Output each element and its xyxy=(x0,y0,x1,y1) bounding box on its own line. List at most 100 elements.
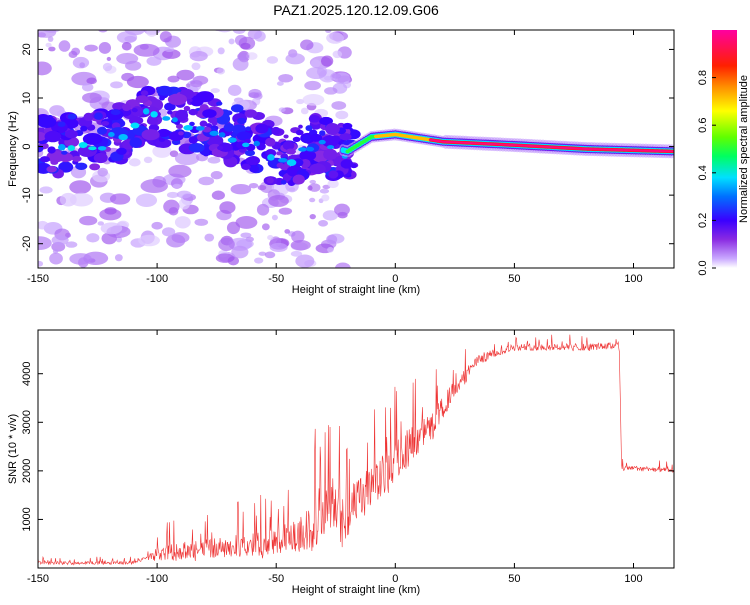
noise-blob xyxy=(246,52,258,60)
spectrogram-heatmap xyxy=(38,21,674,268)
noise-blob xyxy=(304,80,321,91)
noise-blob xyxy=(331,101,347,110)
signal-blob xyxy=(342,122,353,130)
noise-blob xyxy=(198,176,215,186)
chart-title: PAZ1.2025.120.12.09.G06 xyxy=(273,2,439,18)
snr-ylabel: SNR (10 * v/v) xyxy=(7,414,19,484)
signal-blob xyxy=(271,126,281,135)
noise-blob xyxy=(138,234,160,247)
noise-blob xyxy=(309,179,317,184)
signal-core xyxy=(267,154,275,161)
colorbar-tick-label: 0.0 xyxy=(697,260,709,275)
signal-blob xyxy=(167,93,188,106)
noise-blob xyxy=(254,257,264,264)
signal-blob xyxy=(245,126,252,132)
noise-blob xyxy=(226,221,241,235)
colorbar-tick-label: 0.2 xyxy=(697,213,709,228)
noise-blob xyxy=(276,81,284,86)
noise-blob xyxy=(140,179,168,194)
signal-blob xyxy=(244,138,251,144)
noise-blob xyxy=(278,73,294,83)
signal-blob xyxy=(38,116,57,129)
noise-blob xyxy=(321,55,334,67)
signal-blob xyxy=(202,109,217,118)
noise-blob xyxy=(300,39,314,51)
signal-core xyxy=(118,134,128,141)
noise-blob xyxy=(237,52,249,61)
noise-blob xyxy=(101,101,117,111)
signal-blob xyxy=(223,123,235,132)
signal-blob xyxy=(319,130,326,136)
signal-blob xyxy=(339,133,352,141)
noise-blob xyxy=(256,203,270,216)
noise-blob xyxy=(266,56,279,64)
signal-blob xyxy=(97,126,108,135)
signal-blob xyxy=(205,123,213,128)
signal-core xyxy=(88,146,97,151)
signal-blob xyxy=(128,116,144,126)
noise-blob xyxy=(86,77,97,85)
signal-blob xyxy=(188,136,198,144)
signal-blob xyxy=(47,146,56,154)
noise-blob xyxy=(185,21,194,27)
signal-blob xyxy=(321,135,339,148)
noise-blob xyxy=(219,201,236,214)
signal-blob xyxy=(295,129,304,136)
noise-blob xyxy=(51,235,69,246)
signal-blob xyxy=(285,148,297,155)
noise-blob xyxy=(322,210,339,221)
noise-blob xyxy=(135,193,158,208)
noise-blob xyxy=(38,260,44,267)
colorbar-tick-label: 0.6 xyxy=(697,118,709,133)
noise-blob xyxy=(334,203,350,216)
signal-core xyxy=(130,122,140,129)
noise-blob xyxy=(97,221,105,226)
signal-blob xyxy=(75,162,88,171)
signal-blob xyxy=(44,130,62,143)
signal-core xyxy=(209,130,219,136)
noise-blob xyxy=(323,75,332,81)
noise-blob xyxy=(248,182,259,189)
signal-blob xyxy=(244,149,256,157)
noise-blob xyxy=(152,144,172,158)
noise-blob xyxy=(176,69,195,81)
noise-blob xyxy=(143,156,153,164)
noise-blob xyxy=(324,87,338,95)
signal-blob xyxy=(255,123,269,134)
noise-blob xyxy=(213,30,224,32)
signal-core xyxy=(142,108,150,115)
noise-blob xyxy=(84,44,98,52)
noise-blob xyxy=(110,81,123,89)
noise-blob xyxy=(146,30,158,37)
signal-blob xyxy=(216,101,223,106)
noise-blob xyxy=(290,240,311,251)
spectrogram-xlabel: Height of straight line (km) xyxy=(292,284,420,296)
signal-blob xyxy=(328,170,339,179)
y-tick-label: 3000 xyxy=(21,410,33,434)
signal-core xyxy=(67,145,76,151)
noise-blob xyxy=(285,53,305,65)
signal-blob xyxy=(101,121,110,126)
noise-blob xyxy=(335,110,349,120)
noise-blob xyxy=(58,40,71,52)
signal-blob xyxy=(178,131,184,136)
spectrogram-ylabel: Frequency (Hz) xyxy=(7,111,19,187)
noise-blob xyxy=(194,218,209,226)
x-tick-label: 50 xyxy=(508,573,520,585)
colorbar: 0.0 0.2 0.4 0.6 0.8 Normalized spectral ampl… xyxy=(697,30,750,276)
noise-blob xyxy=(38,61,52,76)
noise-blob xyxy=(231,245,249,259)
noise-blob xyxy=(72,56,90,69)
signal-blob xyxy=(38,131,47,142)
noise-blob xyxy=(178,198,190,210)
noise-blob xyxy=(207,156,221,164)
signal-core xyxy=(195,126,205,131)
y-tick-label: 10 xyxy=(21,92,33,104)
signal-blob xyxy=(236,131,252,141)
signal-blob xyxy=(276,162,285,169)
spectrogram-frame xyxy=(37,29,675,269)
noise-blob xyxy=(327,179,339,189)
noise-blob xyxy=(121,42,132,51)
colorbar-gradient xyxy=(712,30,737,268)
